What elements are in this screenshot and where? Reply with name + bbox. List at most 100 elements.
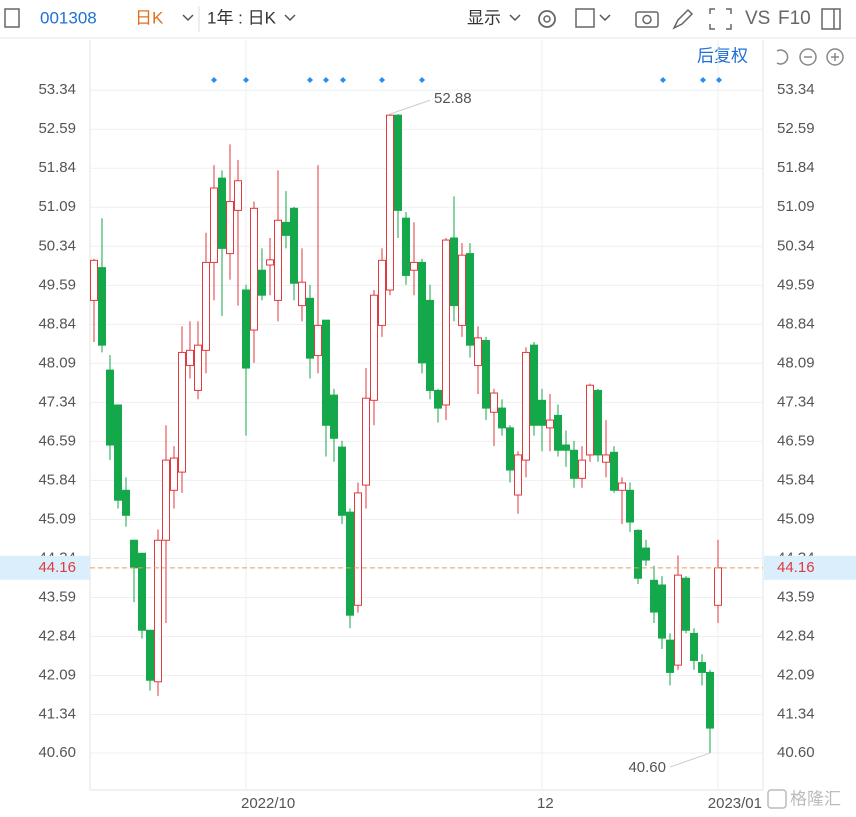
candle-body [258, 269, 266, 296]
current-price-label-left: 44.16 [38, 559, 76, 576]
y-tick-label-right: 47.34 [777, 393, 815, 410]
candle-body [98, 267, 106, 346]
candle-body [562, 444, 570, 451]
candle-body [626, 489, 634, 523]
y-tick-label-right: 45.09 [777, 510, 815, 527]
y-tick-label-right: 52.59 [777, 120, 815, 137]
candle-body [554, 414, 562, 451]
candle-body [522, 351, 530, 461]
candle-body [466, 253, 474, 346]
toolbar: 001308 日K 1年 : 日K 显示 VS F10 [0, 6, 856, 39]
candle-body [514, 454, 522, 496]
candle-body [130, 539, 138, 569]
candle-body [306, 297, 314, 359]
candle-body [506, 427, 514, 471]
candle-body [410, 261, 418, 271]
dropdown-arrow[interactable] [509, 14, 521, 22]
candle-body [178, 351, 186, 473]
candle-body [170, 457, 178, 491]
dropdown-arrow[interactable] [284, 14, 296, 22]
watermark-logo [767, 789, 787, 809]
candle-body [322, 319, 330, 426]
current-price-label-right: 44.16 [777, 559, 815, 576]
candle-body [330, 394, 338, 439]
y-tick-label-left: 52.59 [38, 120, 76, 137]
y-tick-label-right: 42.09 [777, 667, 815, 684]
camera-icon[interactable] [635, 11, 659, 28]
panel-icon[interactable] [821, 8, 841, 30]
y-tick-label-left: 45.09 [38, 510, 76, 527]
y-tick-label-left: 53.34 [38, 81, 76, 98]
y-tick-label-right: 48.09 [777, 354, 815, 371]
candle-body [290, 207, 298, 284]
event-marker[interactable] [307, 77, 313, 83]
reset-icon[interactable] [776, 49, 789, 65]
pen-icon[interactable] [672, 8, 694, 30]
candle-body [594, 389, 602, 456]
y-tick-label-left: 45.84 [38, 471, 76, 488]
current-price-band-right [764, 555, 856, 580]
candle-body [154, 539, 162, 683]
event-marker[interactable] [419, 77, 425, 83]
range[interactable]: 1年 : 日K [207, 8, 277, 27]
x-tick-label: 2022/10 [241, 795, 295, 812]
candle-body [298, 281, 306, 307]
display[interactable]: 显示 [467, 8, 501, 27]
event-marker[interactable] [379, 77, 385, 83]
dropdown-arrow[interactable] [599, 14, 611, 22]
zoom-out[interactable] [799, 48, 817, 66]
sidebar-icon[interactable] [4, 8, 20, 28]
candle-body [618, 482, 626, 491]
adjust-button[interactable]: 后复权 [697, 46, 748, 65]
settings-icon[interactable] [538, 10, 556, 28]
y-tick-label-right: 49.59 [777, 276, 815, 293]
candle-body [418, 261, 426, 364]
candle-body [234, 180, 242, 211]
candle-body [394, 114, 402, 211]
candle-body [650, 579, 658, 613]
candle-body [714, 567, 722, 606]
y-tick-label-right: 51.09 [777, 198, 815, 215]
candle-body [346, 511, 354, 616]
candle-body [122, 489, 130, 516]
y-tick-label-left: 40.60 [38, 744, 76, 761]
candle-body [450, 237, 458, 307]
candle-body [442, 239, 450, 406]
current-price-band-left [0, 555, 90, 580]
y-tick-label-left: 50.34 [38, 237, 76, 254]
candle-body [570, 449, 578, 479]
candle-body [138, 552, 146, 631]
event-marker[interactable] [660, 77, 666, 83]
checkbox-icon[interactable] [575, 8, 595, 28]
event-marker[interactable] [716, 77, 722, 83]
event-marker[interactable] [700, 77, 706, 83]
y-tick-label-right: 42.84 [777, 627, 815, 644]
candle-body [642, 547, 650, 561]
event-marker[interactable] [323, 77, 329, 83]
y-tick-label-right: 41.34 [777, 706, 815, 723]
event-marker[interactable] [211, 77, 217, 83]
candle-body [586, 384, 594, 456]
dropdown-arrow[interactable] [182, 14, 194, 22]
event-marker[interactable] [243, 77, 249, 83]
event-marker[interactable] [340, 77, 346, 83]
vs-button[interactable]: VS [745, 8, 770, 29]
candle-body [266, 259, 274, 266]
fullscreen-icon[interactable] [709, 8, 732, 30]
candle-body [666, 639, 674, 673]
candle-body [458, 254, 466, 326]
x-tick-label: 2023/01 [708, 795, 762, 812]
annotation-label: 52.88 [434, 90, 472, 107]
f10-button[interactable]: F10 [778, 8, 811, 29]
annotation-label: 40.60 [628, 759, 666, 776]
stock-code[interactable]: 001308 [40, 8, 97, 27]
candle-body [434, 389, 442, 409]
candle-body [186, 349, 194, 366]
settings-icon-center [543, 15, 551, 23]
candle-body [538, 399, 546, 426]
candle-body [698, 662, 706, 673]
zoom-in[interactable] [826, 48, 844, 66]
period[interactable]: 日K [135, 8, 164, 27]
